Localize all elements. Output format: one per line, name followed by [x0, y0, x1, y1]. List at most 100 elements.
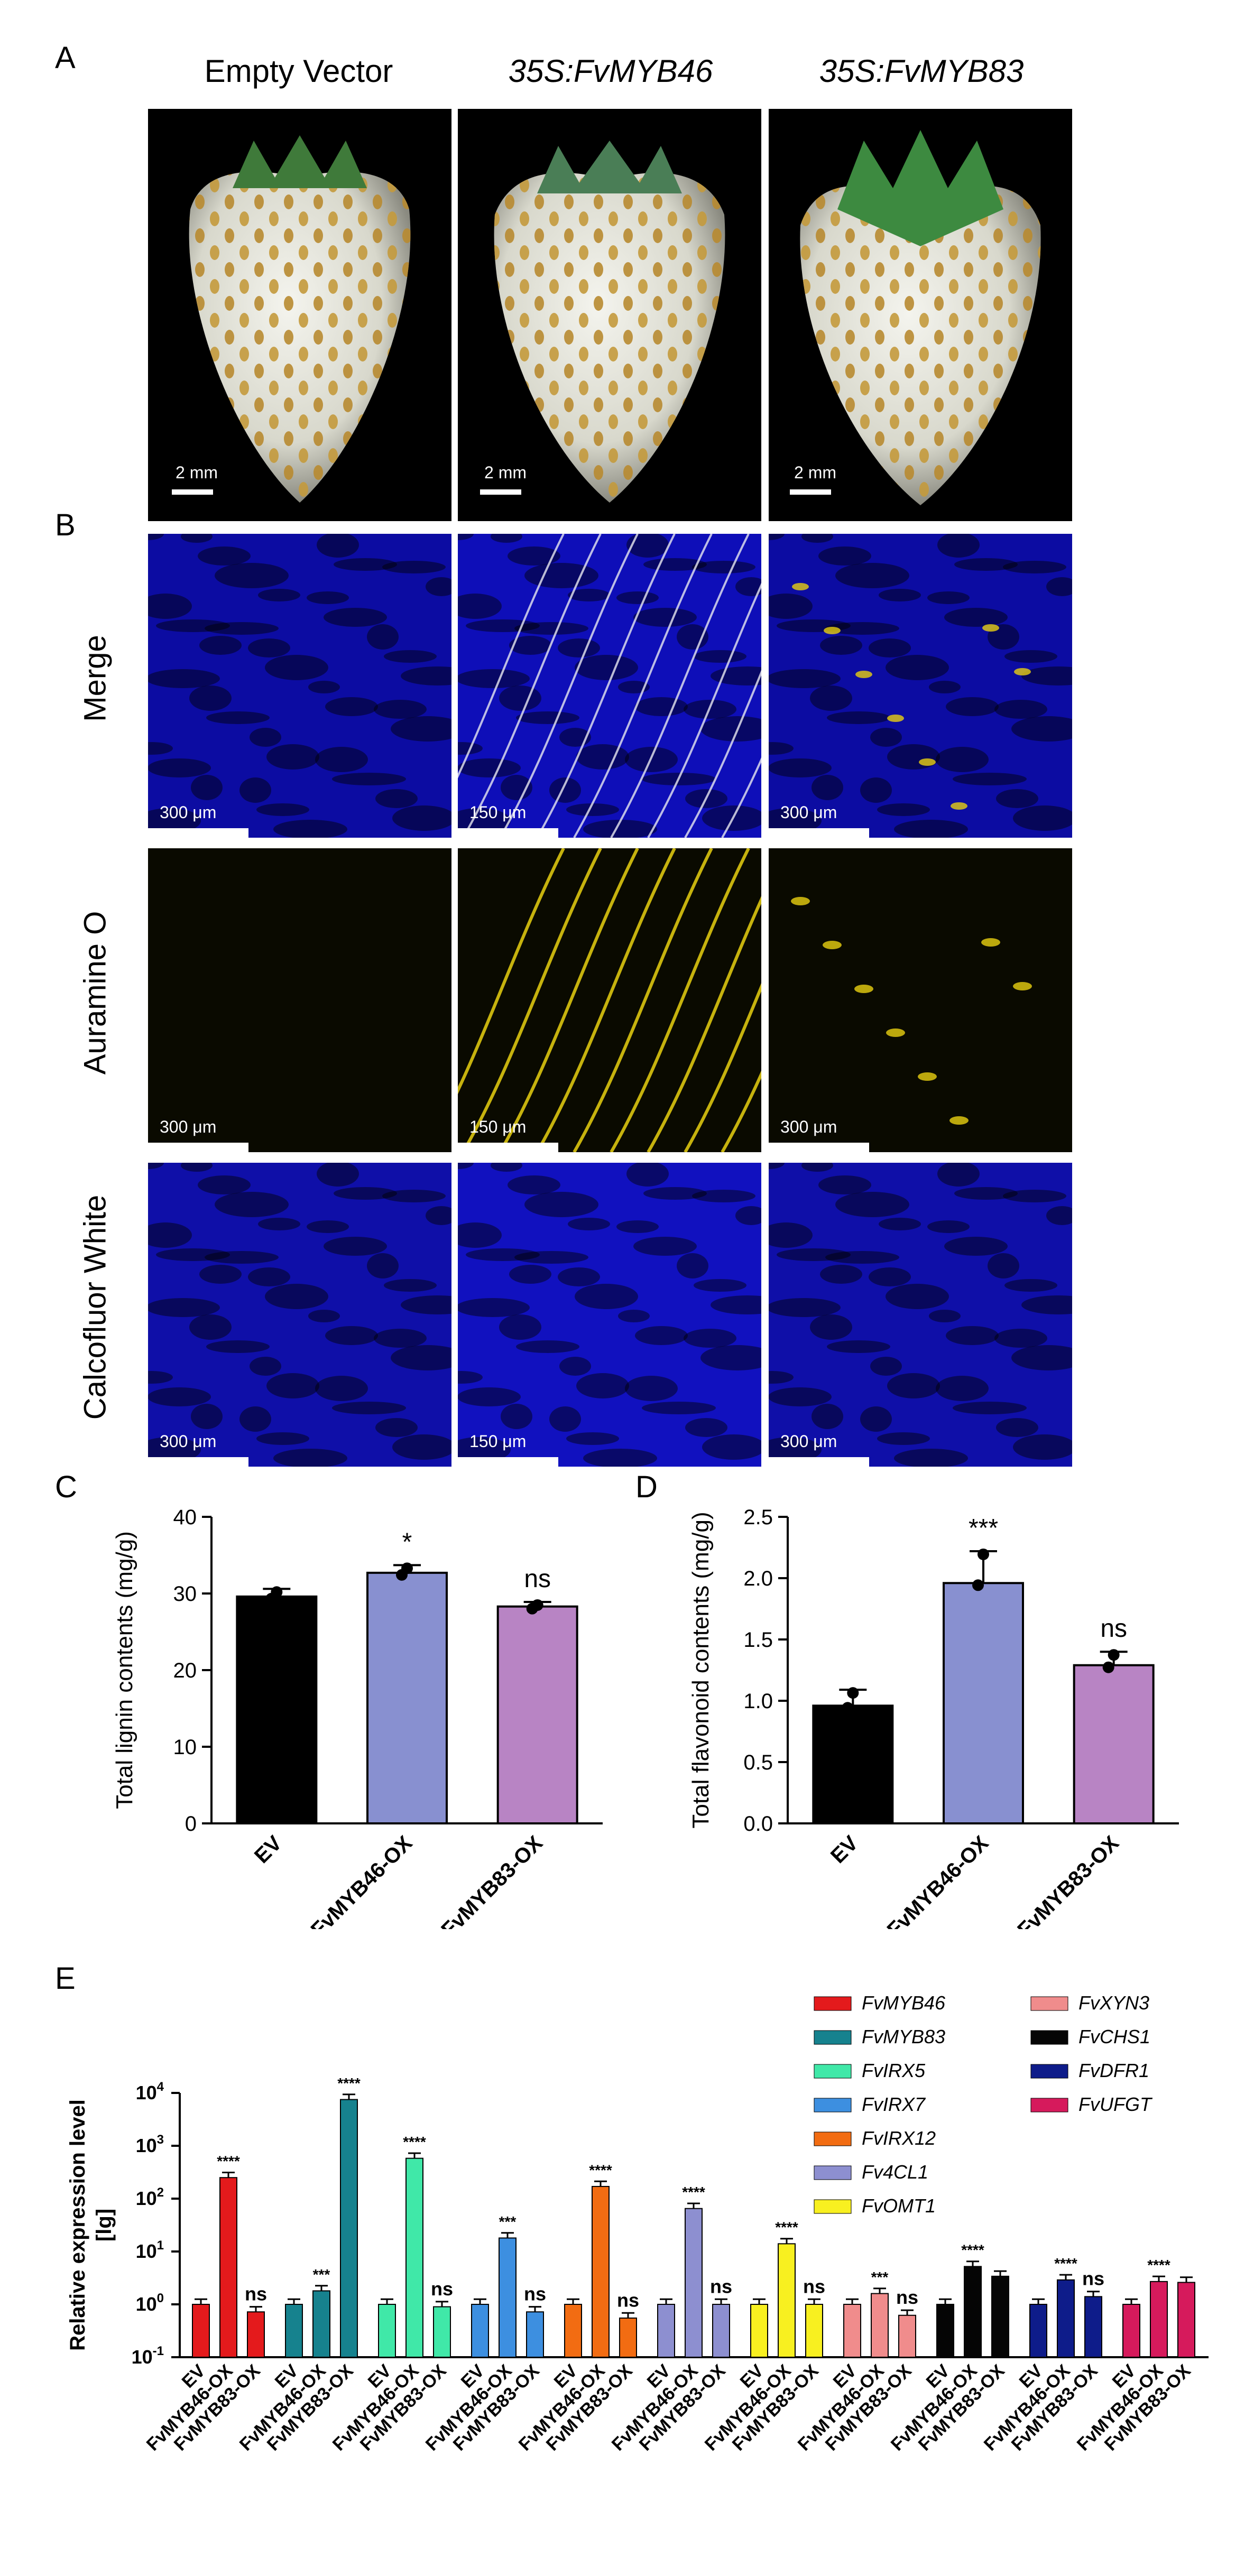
cell-dark — [1003, 1190, 1066, 1202]
y-tick-label: 103 — [136, 2133, 164, 2156]
cell-dark — [996, 1418, 1038, 1437]
cell-dark — [501, 775, 532, 800]
bar — [619, 2317, 637, 2358]
cell-dark — [558, 638, 600, 657]
bar — [750, 2304, 768, 2358]
bar — [778, 2243, 796, 2358]
cell-wall — [536, 534, 676, 838]
y-axis-label: Total lignin contents (mg/g) — [112, 1531, 137, 1809]
cell-dark — [189, 1314, 232, 1340]
tissue-fill — [769, 534, 1072, 838]
cell-dark — [820, 1265, 862, 1284]
bar — [871, 2293, 889, 2358]
cell-dark — [265, 655, 328, 680]
cell-dark — [426, 1206, 451, 1225]
cell-dark — [801, 1163, 833, 1172]
data-point — [1102, 1661, 1114, 1673]
cell-dark — [239, 777, 271, 803]
bar — [526, 2311, 544, 2358]
y-axis-label: Total flavonoid contents (mg/g) — [688, 1512, 714, 1828]
cell-dark — [568, 589, 610, 601]
cell-dark — [818, 1175, 871, 1194]
lignin-spot — [791, 897, 810, 905]
scale-label: 300 μm — [160, 1432, 217, 1451]
cell-dark — [879, 1218, 921, 1230]
cell-dark — [156, 1248, 230, 1261]
cell-dark — [401, 666, 451, 685]
cell-dark — [491, 1163, 522, 1172]
cell-dark — [769, 1222, 813, 1248]
y-tick-label: 1.5 — [743, 1628, 773, 1652]
cell-dark — [818, 546, 871, 566]
cell-dark — [374, 1329, 427, 1348]
lignin-spot — [1014, 668, 1031, 675]
cell-dark — [199, 1265, 242, 1284]
cell-dark — [401, 1295, 451, 1314]
cell-dark — [937, 534, 980, 558]
cell-dark — [258, 589, 300, 601]
bar — [685, 2208, 703, 2358]
cell-dark — [516, 1340, 579, 1353]
cell-dark — [954, 1187, 1018, 1200]
lignin-spot — [824, 627, 841, 634]
cell-dark — [392, 805, 451, 831]
bar — [843, 2304, 861, 2358]
cell-dark — [860, 1406, 892, 1432]
cell-dark — [375, 789, 418, 808]
cell-dark — [215, 563, 289, 588]
cell-dark — [384, 650, 437, 663]
lignin-spot — [982, 624, 999, 632]
cell-dark — [1046, 577, 1072, 596]
legend-label: Fv4CL1 — [862, 2161, 928, 2183]
cell-dark — [568, 1218, 610, 1230]
cell-dark — [869, 1267, 911, 1286]
legend-label: FvUFGT — [1078, 2093, 1153, 2115]
cell-dark — [458, 1163, 474, 1169]
cell-dark — [391, 1345, 451, 1370]
cell-dark — [879, 589, 921, 601]
cell-dark — [1046, 1206, 1072, 1225]
cell-dark — [558, 1267, 600, 1286]
y-tick-label: 100 — [136, 2291, 164, 2315]
cell-wall — [721, 757, 761, 838]
scale-label: 2 mm — [176, 463, 218, 482]
cell-dark — [524, 1192, 598, 1217]
cell-dark — [936, 1376, 989, 1401]
legend-label: FvMYB83 — [862, 2026, 945, 2047]
bar — [247, 2311, 265, 2358]
y-tick-label: 10-1 — [132, 2344, 164, 2368]
cell-wall — [684, 983, 761, 1152]
cell-dark — [575, 1284, 638, 1309]
bar — [936, 2304, 954, 2358]
lignin-spot — [919, 758, 936, 766]
cell-dark — [575, 655, 638, 680]
legend-swatch — [814, 1996, 852, 2011]
tissue-fill — [458, 1163, 761, 1467]
y-tick-label: 10 — [173, 1736, 197, 1759]
bar — [592, 2185, 610, 2358]
scale-label: 300 μm — [780, 1117, 837, 1136]
fruit-image-fvmyb83: 2 mm — [769, 109, 1072, 521]
cell-dark — [508, 1175, 560, 1194]
micrograph-auramine-2: 150 μm — [458, 848, 761, 1152]
scale-bar — [148, 1457, 248, 1467]
scale-label: 2 mm — [484, 463, 527, 482]
cell-dark — [929, 681, 961, 693]
cell-dark — [384, 1279, 437, 1292]
significance-label: **** — [1147, 2257, 1170, 2273]
panel-b-letter: B — [55, 508, 76, 542]
cell-dark — [499, 685, 541, 711]
data-point — [265, 1592, 278, 1605]
y-tick-label: 2.5 — [743, 1506, 773, 1529]
cell-dark — [148, 594, 192, 619]
micrograph-calcofluor-1: 300 μm — [148, 1163, 451, 1467]
cell-wall — [462, 848, 602, 1152]
cell-dark — [700, 1345, 761, 1370]
data-point — [1108, 1649, 1120, 1661]
scale-bar — [458, 1143, 558, 1152]
y-tick-label: 20 — [173, 1659, 197, 1682]
fruit-image-empty-vector: 2 mm — [148, 109, 451, 521]
significance-label: **** — [775, 2219, 798, 2236]
cell-dark — [769, 534, 785, 540]
cell-dark — [869, 638, 911, 657]
